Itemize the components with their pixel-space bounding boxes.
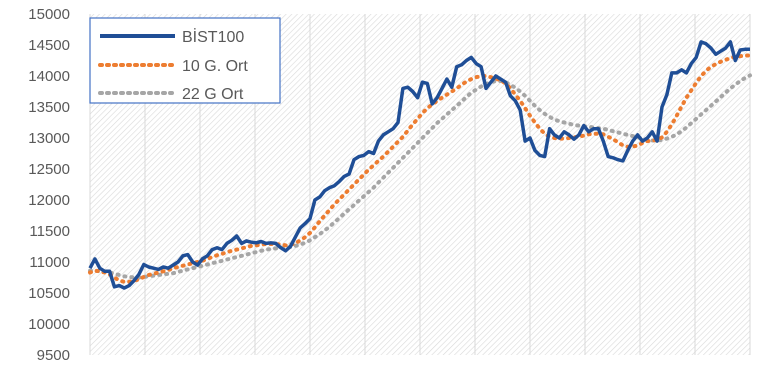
legend: BİST100 10 G. Ort 22 G Ort (89, 17, 281, 104)
y-tick-label: 12000 (28, 192, 70, 209)
y-tick-label: 11000 (29, 254, 70, 271)
y-tick-label: 14500 (28, 37, 70, 54)
y-tick-label: 13500 (28, 99, 70, 116)
legend-box (89, 17, 281, 104)
legend-label-22g-ort: 22 G Ort (182, 86, 244, 103)
y-tick-label: 11500 (29, 223, 70, 240)
y-tick-label: 13000 (28, 130, 70, 147)
y-tick-label: 12500 (28, 161, 70, 178)
y-axis-tick-labels: 15000 14500 14000 13500 13000 12500 12000 11500… (28, 6, 70, 364)
y-tick-label: 10500 (28, 285, 70, 302)
y-tick-label: 10000 (28, 316, 70, 333)
y-tick-label: 9500 (37, 347, 70, 364)
series-layer (88, 40, 752, 290)
series-line-10-g-ort (88, 53, 752, 284)
series-line-bi-st100 (88, 40, 750, 290)
legend-label-10g-ort: 10 G. Ort (182, 58, 248, 75)
legend-label-bist100: BİST100 (182, 27, 244, 46)
y-tick-label: 15000 (28, 6, 70, 23)
y-tick-label: 14000 (28, 68, 70, 85)
